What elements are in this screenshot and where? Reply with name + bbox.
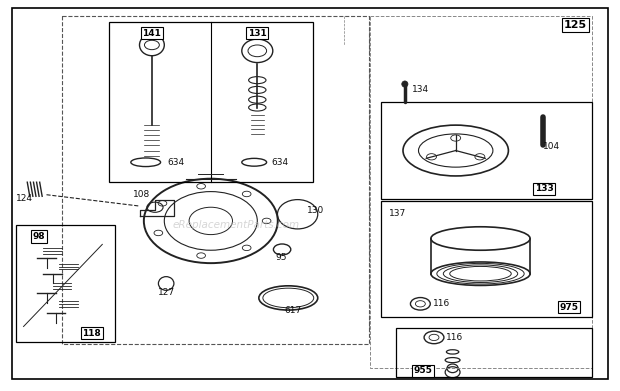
Bar — [396, 328, 592, 377]
Text: 634: 634 — [167, 158, 185, 167]
Text: 130: 130 — [307, 206, 324, 215]
Text: 141: 141 — [143, 29, 161, 38]
Bar — [381, 201, 592, 317]
Text: 134: 134 — [412, 85, 430, 95]
Bar — [381, 102, 592, 199]
Text: 137: 137 — [389, 208, 407, 218]
Text: 116: 116 — [446, 332, 464, 342]
Text: 108: 108 — [133, 190, 151, 199]
Bar — [62, 16, 369, 344]
Text: 125: 125 — [564, 20, 587, 30]
Bar — [108, 22, 313, 182]
Text: 124: 124 — [16, 194, 32, 203]
Ellipse shape — [402, 81, 408, 87]
Text: 634: 634 — [271, 158, 288, 167]
Text: eReplacementParts.com: eReplacementParts.com — [172, 220, 299, 230]
Text: 116: 116 — [433, 299, 450, 308]
Text: 131: 131 — [248, 29, 267, 38]
Text: 955: 955 — [414, 366, 432, 375]
Text: 133: 133 — [535, 184, 554, 194]
Text: 975: 975 — [560, 303, 578, 312]
Text: 104: 104 — [542, 142, 560, 151]
Text: 98: 98 — [33, 232, 45, 241]
Text: 95: 95 — [275, 253, 287, 262]
Text: 118: 118 — [82, 328, 101, 338]
Text: 127: 127 — [158, 288, 175, 297]
Bar — [16, 225, 115, 342]
Text: 617: 617 — [284, 305, 301, 315]
Bar — [370, 16, 592, 368]
